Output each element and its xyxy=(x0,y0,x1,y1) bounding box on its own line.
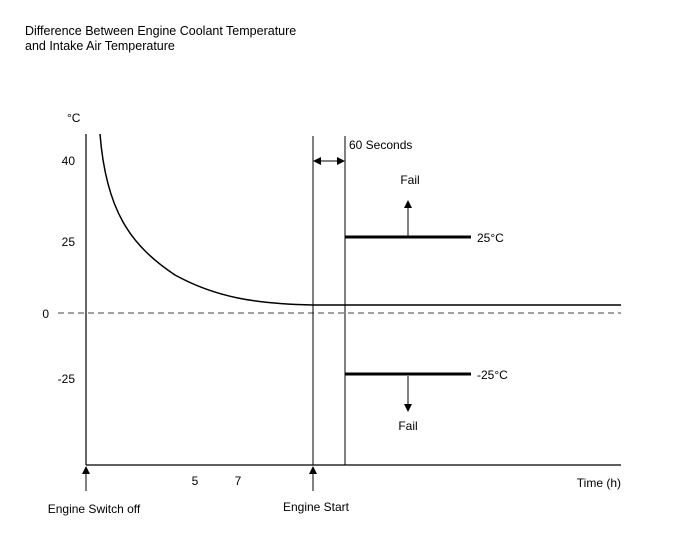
y-tick-minus-25: -25 xyxy=(58,372,76,386)
upper-fail-label: Fail xyxy=(400,173,419,187)
x-unit-label: Time (h) xyxy=(577,476,621,490)
y-tick-25: 25 xyxy=(62,235,76,249)
title-line-2: and Intake Air Temperature xyxy=(25,39,175,53)
title-line-1: Difference Between Engine Coolant Temper… xyxy=(25,24,297,38)
y-unit-label: °C xyxy=(67,111,81,125)
y-tick-0: 0 xyxy=(42,307,49,321)
upper-threshold-label: 25°C xyxy=(477,231,504,245)
y-tick-40: 40 xyxy=(62,154,76,168)
temperature-difference-curve xyxy=(99,133,621,306)
engine-switch-off-label: Engine Switch off xyxy=(48,502,141,516)
lower-threshold-label: -25°C xyxy=(477,368,508,382)
lower-fail-label: Fail xyxy=(398,419,417,433)
engine-start-label: Engine Start xyxy=(283,500,350,514)
x-tick-5: 5 xyxy=(192,474,199,488)
x-tick-7: 7 xyxy=(235,474,242,488)
window-label: 60 Seconds xyxy=(349,138,412,152)
